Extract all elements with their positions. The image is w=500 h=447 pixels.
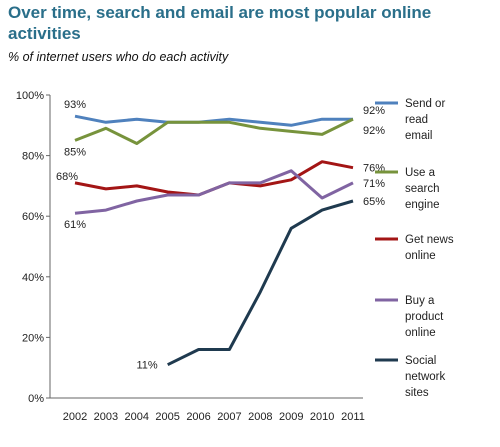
y-tick-label: 20% [22,332,44,344]
series-line-5 [167,199,354,367]
series-line-4 [74,169,354,215]
data-label: 68% [56,171,78,183]
x-tick-label: 2004 [125,411,149,423]
data-label: 93% [64,99,86,111]
legend-label: Buy a [405,295,435,307]
data-label: 85% [64,146,86,158]
legend-label: Social [405,355,436,367]
data-label: 92% [363,105,385,117]
series-line-2 [74,117,354,145]
y-tick-label: 40% [22,272,44,284]
legend-label: online [405,250,436,262]
x-tick-label: 2009 [279,411,303,423]
legend-label: Send or [405,98,445,110]
y-tick-label: 100% [16,90,44,102]
x-tick-label: 2007 [217,411,241,423]
x-tick-label: 2003 [94,411,118,423]
x-tick-label: 2002 [63,411,87,423]
y-tick-label: 0% [28,393,44,405]
chart-title: Over time, search and email are most pop… [8,3,432,43]
x-tick-label: 2005 [155,411,179,423]
data-label: 71% [363,178,385,190]
legend-label: network [405,371,446,383]
legend-label: search [405,183,440,195]
data-label: 11% [136,360,157,372]
x-tick-label: 2010 [310,411,334,423]
legend-label: sites [405,387,429,399]
legend-label: Get news [405,234,454,246]
data-label: 65% [363,196,385,208]
data-label: 61% [64,219,86,231]
legend-label: online [405,327,436,339]
legend-label: email [405,130,432,142]
legend-label: product [405,311,444,323]
chart-subtitle: % of internet users who do each activity [8,50,229,64]
data-label: 92% [363,125,385,137]
series-line-1 [74,114,353,127]
legend-label: engine [405,199,440,211]
y-tick-label: 60% [22,211,44,223]
y-tick-label: 80% [22,151,44,163]
legend-label: read [405,114,428,126]
x-tick-label: 2006 [186,411,210,423]
legend-label: Use a [405,167,436,179]
x-tick-label: 2011 [341,411,365,423]
x-tick-label: 2008 [248,411,272,423]
